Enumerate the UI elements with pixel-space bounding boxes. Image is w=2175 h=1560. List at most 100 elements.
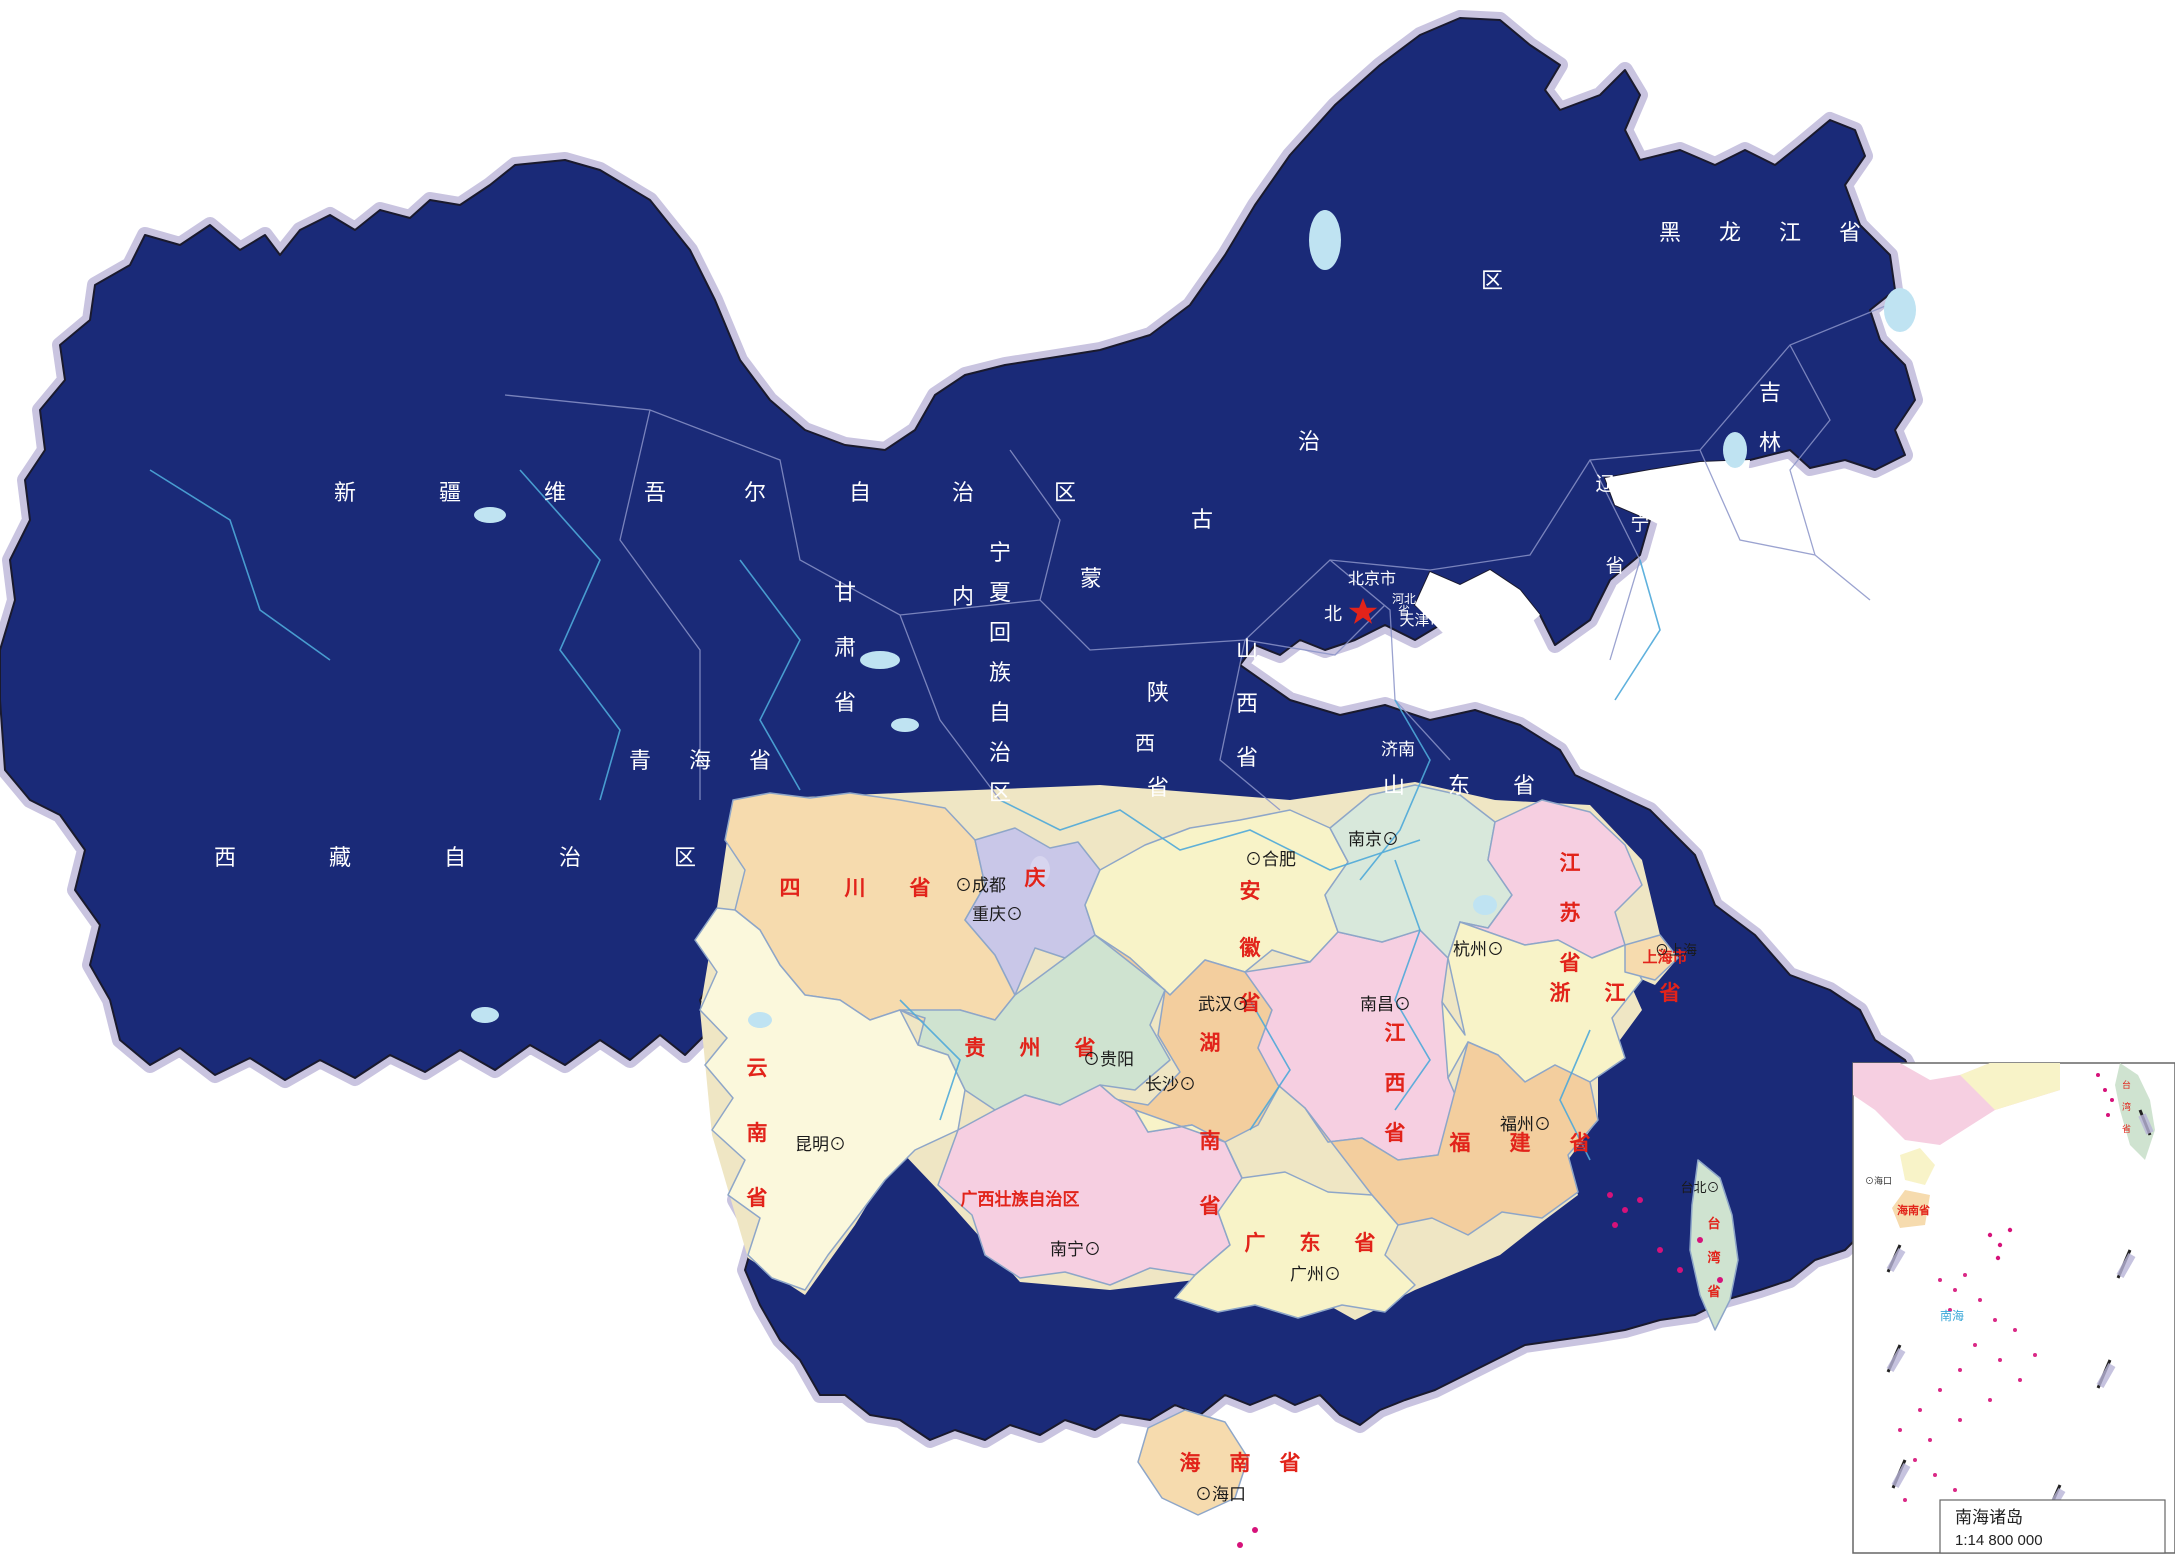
svg-text:庆: 庆 bbox=[1025, 866, 1046, 890]
svg-text:湾: 湾 bbox=[1707, 1250, 1720, 1265]
svg-text:⊙上海: ⊙上海 bbox=[1655, 942, 1697, 958]
svg-text:西: 西 bbox=[1135, 733, 1155, 755]
svg-text:省: 省 bbox=[1706, 1284, 1720, 1299]
svg-text:陕: 陕 bbox=[1147, 680, 1169, 705]
svg-text:海: 海 bbox=[689, 748, 711, 773]
svg-text:⊙海口: ⊙海口 bbox=[1865, 1175, 1892, 1186]
svg-text:福州⊙: 福州⊙ bbox=[1500, 1115, 1551, 1134]
svg-text:宁: 宁 bbox=[1630, 513, 1649, 535]
svg-text:治: 治 bbox=[1298, 429, 1320, 454]
svg-text:西: 西 bbox=[1236, 691, 1258, 716]
svg-text:省: 省 bbox=[746, 1187, 768, 1210]
svg-text:省: 省 bbox=[1279, 1452, 1301, 1475]
svg-text:林: 林 bbox=[1759, 430, 1781, 455]
svg-text:昆明⊙: 昆明⊙ bbox=[795, 1135, 846, 1154]
svg-text:西: 西 bbox=[214, 845, 236, 870]
svg-text:省: 省 bbox=[1384, 1122, 1406, 1145]
svg-text:夏: 夏 bbox=[989, 580, 1011, 605]
svg-text:贵: 贵 bbox=[965, 1037, 986, 1060]
svg-text:肃: 肃 bbox=[834, 635, 856, 660]
svg-text:辽: 辽 bbox=[1595, 473, 1614, 495]
svg-text:省: 省 bbox=[1147, 775, 1169, 800]
svg-text:自: 自 bbox=[989, 700, 1011, 725]
svg-text:治: 治 bbox=[989, 740, 1011, 765]
svg-text:海南省: 海南省 bbox=[1897, 1203, 1930, 1217]
svg-text:台: 台 bbox=[2122, 1079, 2131, 1090]
svg-text:省: 省 bbox=[1513, 773, 1535, 798]
svg-text:1:14 800 000: 1:14 800 000 bbox=[1955, 1532, 2043, 1549]
svg-text:杭州⊙: 杭州⊙ bbox=[1453, 940, 1504, 959]
svg-text:自: 自 bbox=[444, 845, 466, 870]
svg-text:省: 省 bbox=[749, 748, 771, 773]
svg-text:浙: 浙 bbox=[1550, 982, 1571, 1005]
svg-text:尔: 尔 bbox=[744, 480, 766, 505]
svg-text:自: 自 bbox=[849, 480, 871, 505]
svg-text:济南: 济南 bbox=[1381, 740, 1415, 759]
svg-text:东: 东 bbox=[1300, 1231, 1321, 1255]
svg-text:南昌⊙: 南昌⊙ bbox=[1360, 995, 1411, 1014]
svg-text:省: 省 bbox=[1605, 555, 1624, 577]
svg-text:区: 区 bbox=[1054, 480, 1076, 505]
svg-text:⊙成都: ⊙成都 bbox=[955, 876, 1006, 895]
svg-text:省: 省 bbox=[2122, 1123, 2131, 1134]
svg-text:台: 台 bbox=[1707, 1216, 1720, 1231]
svg-text:广西壮族自治区: 广西壮族自治区 bbox=[961, 1189, 1080, 1209]
svg-text:区: 区 bbox=[989, 780, 1011, 805]
svg-text:湾: 湾 bbox=[2122, 1101, 2131, 1112]
svg-text:省: 省 bbox=[909, 877, 931, 900]
svg-text:徽: 徽 bbox=[1239, 936, 1262, 960]
svg-text:吉: 吉 bbox=[1759, 380, 1781, 405]
svg-text:藏: 藏 bbox=[329, 845, 351, 870]
svg-text:区: 区 bbox=[1481, 268, 1503, 293]
svg-text:湖: 湖 bbox=[1200, 1032, 1221, 1055]
svg-text:南京⊙: 南京⊙ bbox=[1348, 830, 1399, 849]
svg-text:省: 省 bbox=[1354, 1232, 1376, 1255]
svg-text:南: 南 bbox=[1230, 1451, 1251, 1475]
svg-text:南海: 南海 bbox=[1940, 1308, 1964, 1323]
svg-text:长沙⊙: 长沙⊙ bbox=[1145, 1075, 1196, 1094]
svg-text:治: 治 bbox=[952, 480, 974, 505]
svg-text:江: 江 bbox=[1385, 1022, 1406, 1045]
svg-text:建: 建 bbox=[1510, 1131, 1531, 1155]
svg-text:区: 区 bbox=[674, 845, 696, 870]
svg-text:安: 安 bbox=[1240, 879, 1261, 903]
svg-text:⊙贵阳: ⊙贵阳 bbox=[1083, 1050, 1134, 1069]
svg-text:回: 回 bbox=[989, 620, 1011, 645]
svg-text:山: 山 bbox=[1383, 773, 1405, 798]
svg-text:省: 省 bbox=[1839, 220, 1861, 245]
svg-text:古: 古 bbox=[1191, 507, 1213, 532]
svg-text:海: 海 bbox=[1180, 1451, 1201, 1475]
svg-text:青: 青 bbox=[629, 748, 651, 773]
svg-text:族: 族 bbox=[989, 660, 1011, 685]
svg-text:州: 州 bbox=[1020, 1037, 1041, 1060]
svg-text:省: 省 bbox=[1569, 1132, 1591, 1155]
svg-text:南海诸岛: 南海诸岛 bbox=[1955, 1508, 2023, 1527]
svg-text:省: 省 bbox=[834, 690, 856, 715]
svg-text:东: 东 bbox=[1448, 773, 1470, 798]
svg-text:吾: 吾 bbox=[644, 480, 666, 505]
svg-text:⊙海口: ⊙海口 bbox=[1195, 1485, 1246, 1504]
svg-text:省: 省 bbox=[1659, 982, 1681, 1005]
svg-text:省: 省 bbox=[1236, 745, 1258, 770]
svg-text:治: 治 bbox=[559, 845, 581, 870]
svg-text:云: 云 bbox=[747, 1057, 768, 1080]
svg-text:省: 省 bbox=[1759, 480, 1781, 505]
svg-text:福: 福 bbox=[1449, 1132, 1471, 1155]
svg-text:川: 川 bbox=[844, 877, 866, 900]
svg-text:武汉⊙: 武汉⊙ bbox=[1198, 995, 1249, 1014]
svg-text:疆: 疆 bbox=[439, 480, 461, 505]
svg-text:江: 江 bbox=[1779, 220, 1801, 245]
svg-text:新: 新 bbox=[334, 480, 356, 505]
svg-text:⊙合肥: ⊙合肥 bbox=[1245, 850, 1296, 869]
svg-text:广: 广 bbox=[1245, 1231, 1266, 1255]
svg-text:省: 省 bbox=[1559, 952, 1581, 975]
svg-text:南: 南 bbox=[747, 1121, 768, 1145]
svg-text:省: 省 bbox=[1199, 1195, 1221, 1218]
svg-text:台北⊙: 台北⊙ bbox=[1680, 1180, 1719, 1195]
svg-text:甘: 甘 bbox=[834, 580, 856, 605]
svg-text:四: 四 bbox=[780, 877, 801, 900]
svg-text:黑: 黑 bbox=[1659, 220, 1681, 245]
svg-text:重庆⊙: 重庆⊙ bbox=[972, 905, 1023, 924]
svg-text:内: 内 bbox=[952, 584, 974, 609]
svg-text:南宁⊙: 南宁⊙ bbox=[1050, 1240, 1101, 1259]
